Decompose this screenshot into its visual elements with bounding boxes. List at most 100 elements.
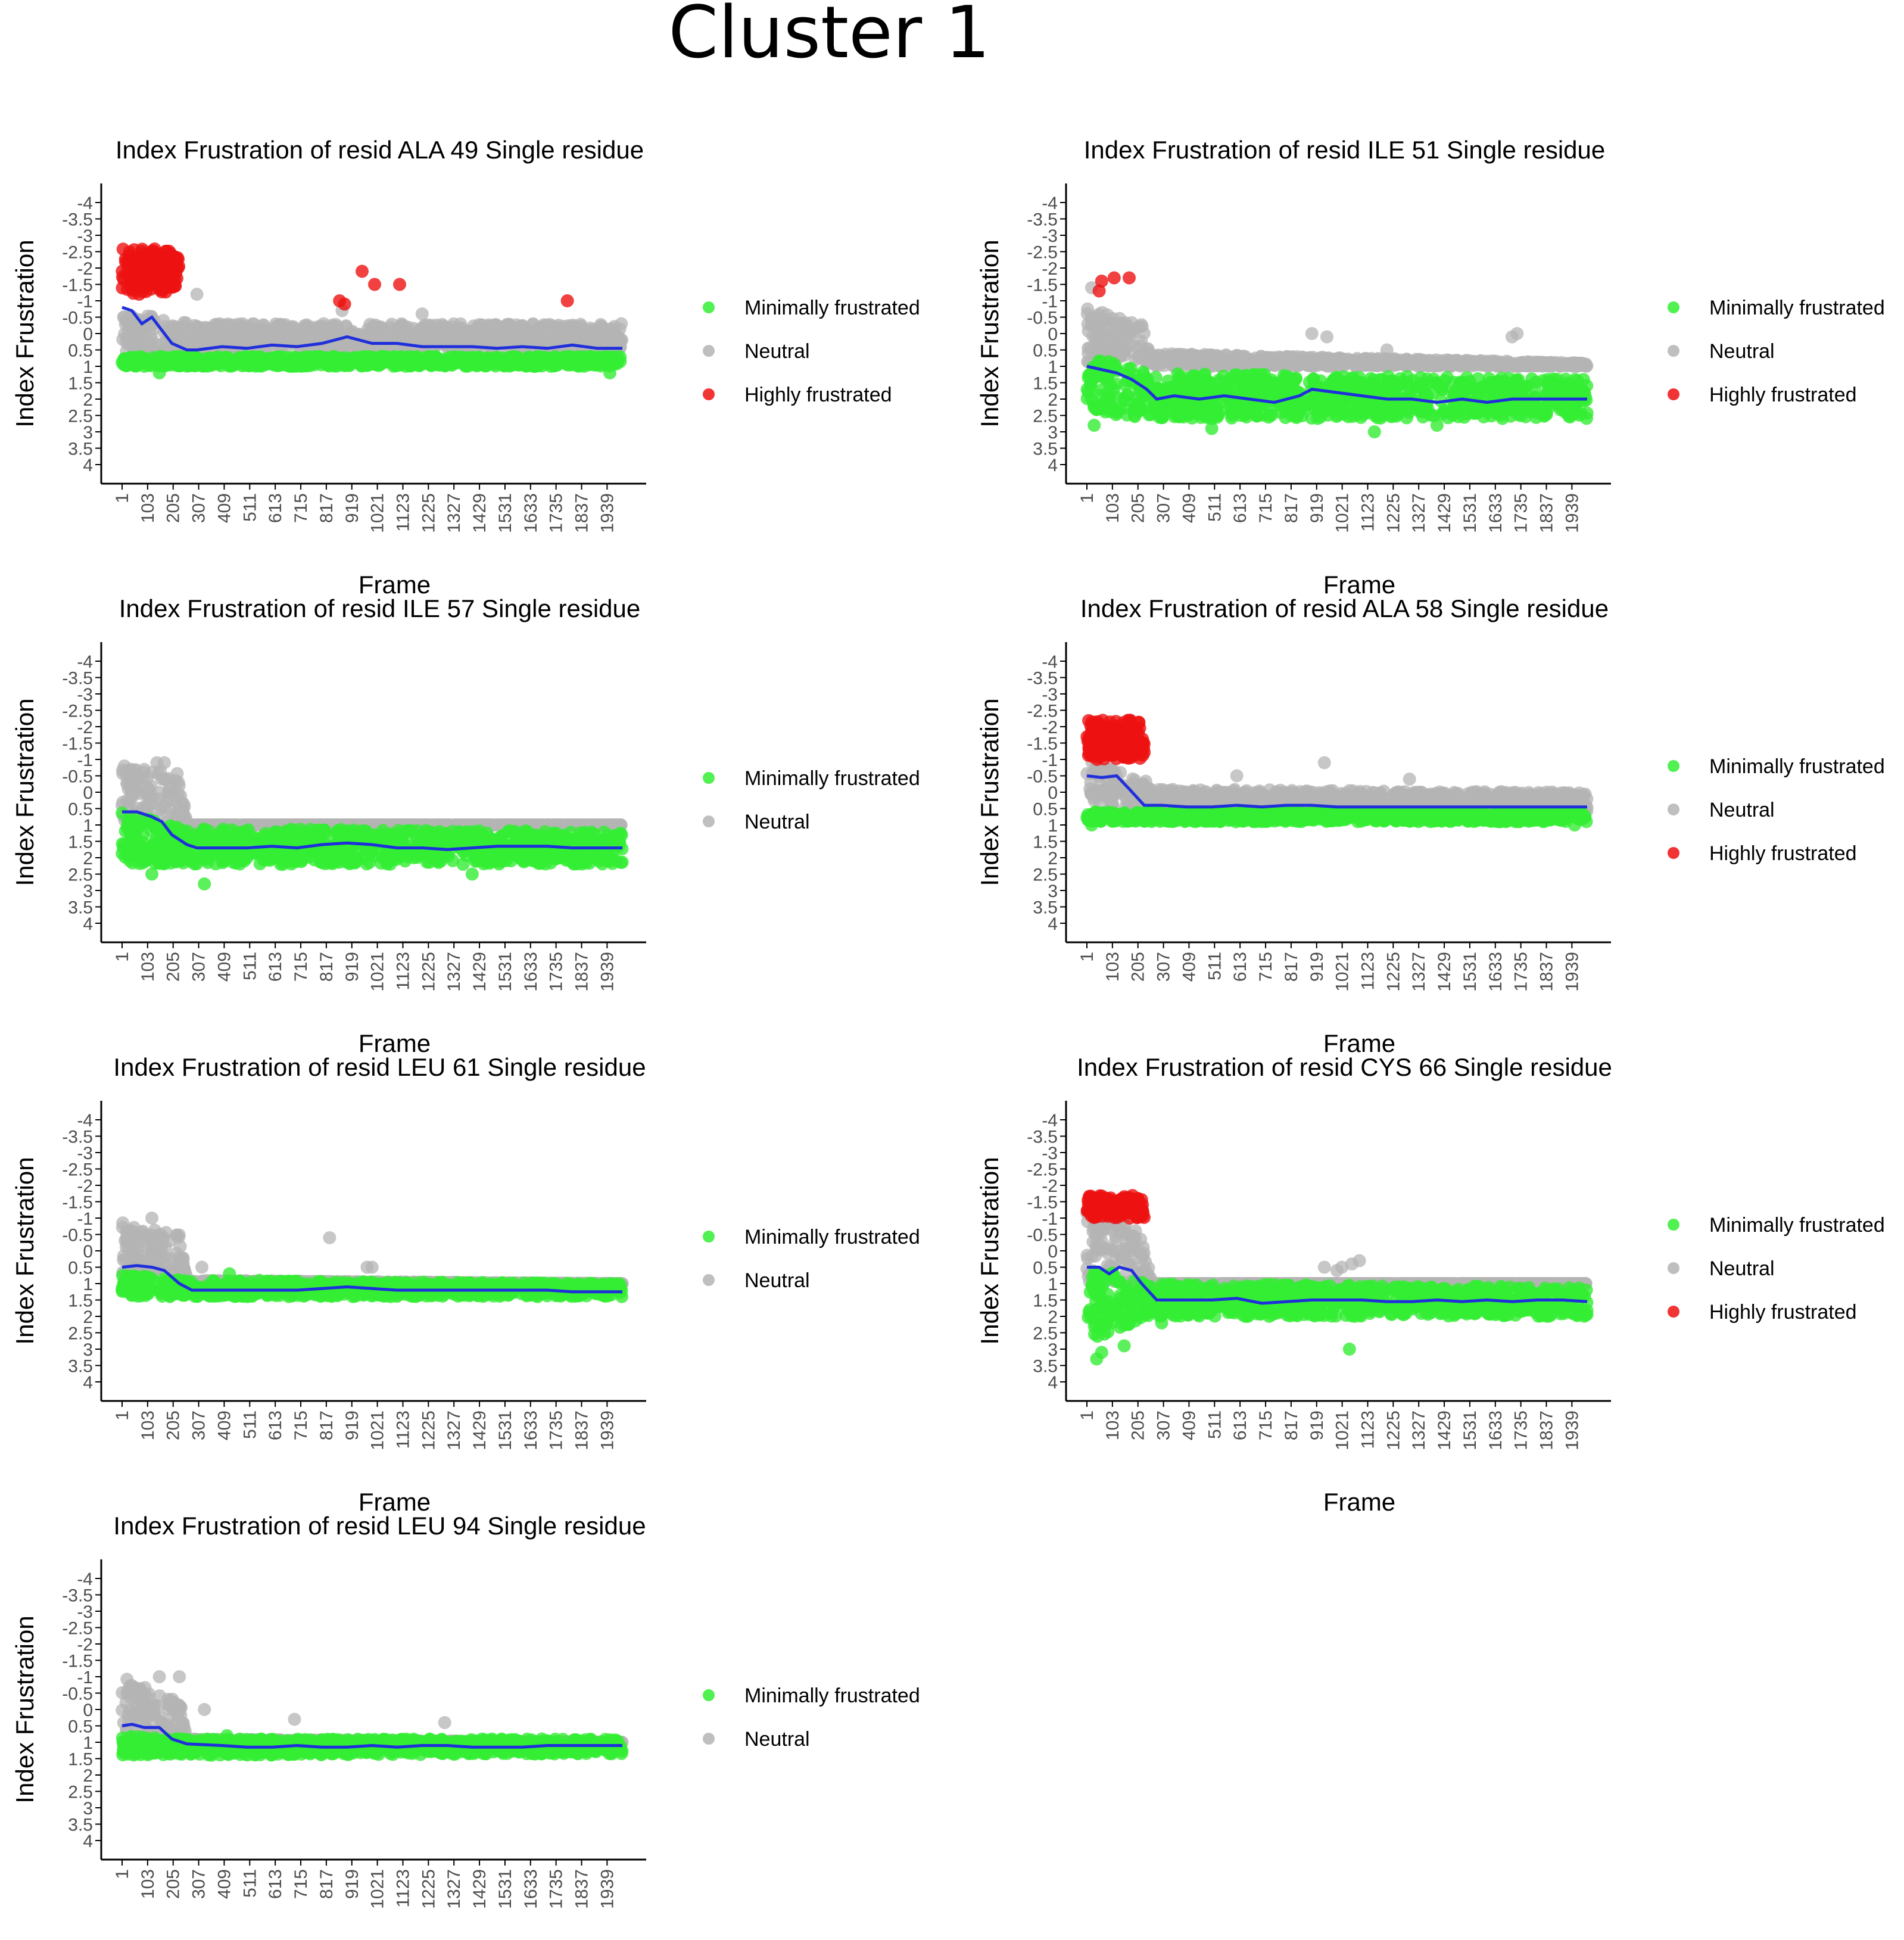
page-title: Cluster 1 [668, 0, 990, 74]
minimal-point [1120, 408, 1134, 422]
x-tick-label: 511 [1205, 493, 1224, 522]
minimal-point [219, 351, 232, 365]
minimal-point [311, 352, 325, 366]
x-tick-label: 715 [1256, 493, 1276, 523]
neutral-point [328, 323, 341, 337]
neutral-point [454, 321, 468, 335]
high-point [153, 283, 167, 297]
x-tick-label: 1735 [547, 493, 566, 533]
minimal-point [457, 353, 471, 367]
minimal-point [1438, 403, 1451, 417]
legend-label: Minimally frustrated [744, 297, 920, 319]
x-tick-label: 1 [113, 493, 132, 503]
neutral-point [1218, 356, 1231, 369]
minimal-point [1120, 388, 1134, 401]
neutral-point [173, 322, 187, 335]
minimal-point [1389, 409, 1403, 423]
minimal-point [1236, 381, 1249, 394]
minimal-point [1370, 382, 1384, 395]
neutral-point [152, 792, 166, 806]
neutral-point [585, 333, 599, 346]
minimal-point [1206, 407, 1220, 421]
neutral-point [398, 325, 412, 338]
high-points [116, 242, 574, 311]
neutral-point [1437, 356, 1450, 370]
minimal-point [192, 355, 206, 369]
neutral-point [522, 338, 535, 351]
neutral-point [158, 756, 171, 770]
minimal-point [1463, 375, 1476, 388]
neutral-point [253, 323, 267, 337]
minimal-points [116, 350, 627, 379]
neutral-point [415, 307, 429, 320]
neutral-point [1238, 353, 1251, 366]
minimal-point [395, 350, 409, 363]
neutral-point [596, 333, 610, 346]
neutral-point [1554, 356, 1568, 369]
minimal-point [1166, 380, 1179, 394]
x-tick-label: 307 [189, 493, 209, 523]
legend-label: Highly frustrated [1709, 384, 1857, 406]
minimal-point [1366, 399, 1379, 413]
minimal-point [379, 354, 392, 368]
neutral-point [1329, 357, 1343, 371]
x-tick-label: 919 [1307, 493, 1327, 523]
minimal-point [1251, 387, 1265, 400]
x-tick-label: 1327 [444, 493, 464, 533]
minimal-point [1565, 381, 1578, 394]
minimal-point [1205, 422, 1219, 435]
chart-title: Index Frustration of resid ILE 57 Single… [119, 594, 640, 622]
neutral-point [1128, 323, 1142, 337]
x-tick-label: 1021 [1333, 493, 1353, 533]
neutral-point [1206, 352, 1220, 365]
high-points [1092, 271, 1136, 298]
neutral-point [1115, 317, 1129, 331]
chart-panel: Index Frustration of resid ALA 49 Single… [11, 136, 920, 599]
chart-panel: Index Frustration of resid ILE 57 Single… [11, 594, 920, 1057]
minimal-point [291, 354, 304, 368]
neutral-point [1295, 354, 1309, 368]
neutral-point [1473, 356, 1487, 369]
neutral-point [301, 329, 315, 342]
neutral-point [1462, 354, 1476, 368]
high-point [125, 264, 139, 278]
x-tick-label: 1123 [1358, 493, 1378, 532]
neutral-point [312, 326, 326, 340]
neutral-point [1193, 350, 1206, 363]
high-point [169, 261, 182, 275]
neutral-point [606, 324, 620, 338]
minimal-point [1132, 391, 1145, 404]
minimal-point [516, 356, 529, 369]
y-tick-label: 4 [83, 456, 93, 475]
minimal-point [1531, 401, 1544, 415]
neutral-point [526, 317, 540, 331]
neutral-point [1510, 327, 1524, 340]
minimal-point [1482, 372, 1496, 385]
high-point [368, 278, 381, 291]
minimal-point [253, 350, 267, 364]
x-tick-label: 613 [266, 493, 285, 523]
x-tick-label: 1939 [1562, 493, 1582, 533]
x-tick-label: 205 [164, 493, 183, 523]
neutral-point [1359, 357, 1373, 371]
neutral-point [237, 319, 251, 333]
neutral-point [1495, 358, 1509, 372]
minimal-point [127, 355, 141, 369]
minimal-point [1430, 419, 1444, 432]
neutral-point [1116, 335, 1130, 348]
minimal-point [1233, 400, 1247, 414]
chart-title: Index Frustration of resid ALA 49 Single… [116, 136, 644, 164]
neutral-point [1578, 359, 1591, 372]
chart-panel: Index Frustration of resid ILE 51 Single… [976, 136, 1885, 599]
minimal-point [1316, 406, 1329, 419]
legend-key [1668, 345, 1679, 357]
minimal-point [1420, 404, 1434, 418]
x-tick-label: 307 [1154, 493, 1174, 523]
minimal-point [342, 358, 356, 372]
minimal-point [1148, 398, 1161, 412]
x-tick-label: 409 [214, 493, 234, 523]
x-tick-label: 1225 [419, 493, 438, 533]
minimal-point [152, 366, 166, 379]
neutral-point [1316, 356, 1329, 369]
